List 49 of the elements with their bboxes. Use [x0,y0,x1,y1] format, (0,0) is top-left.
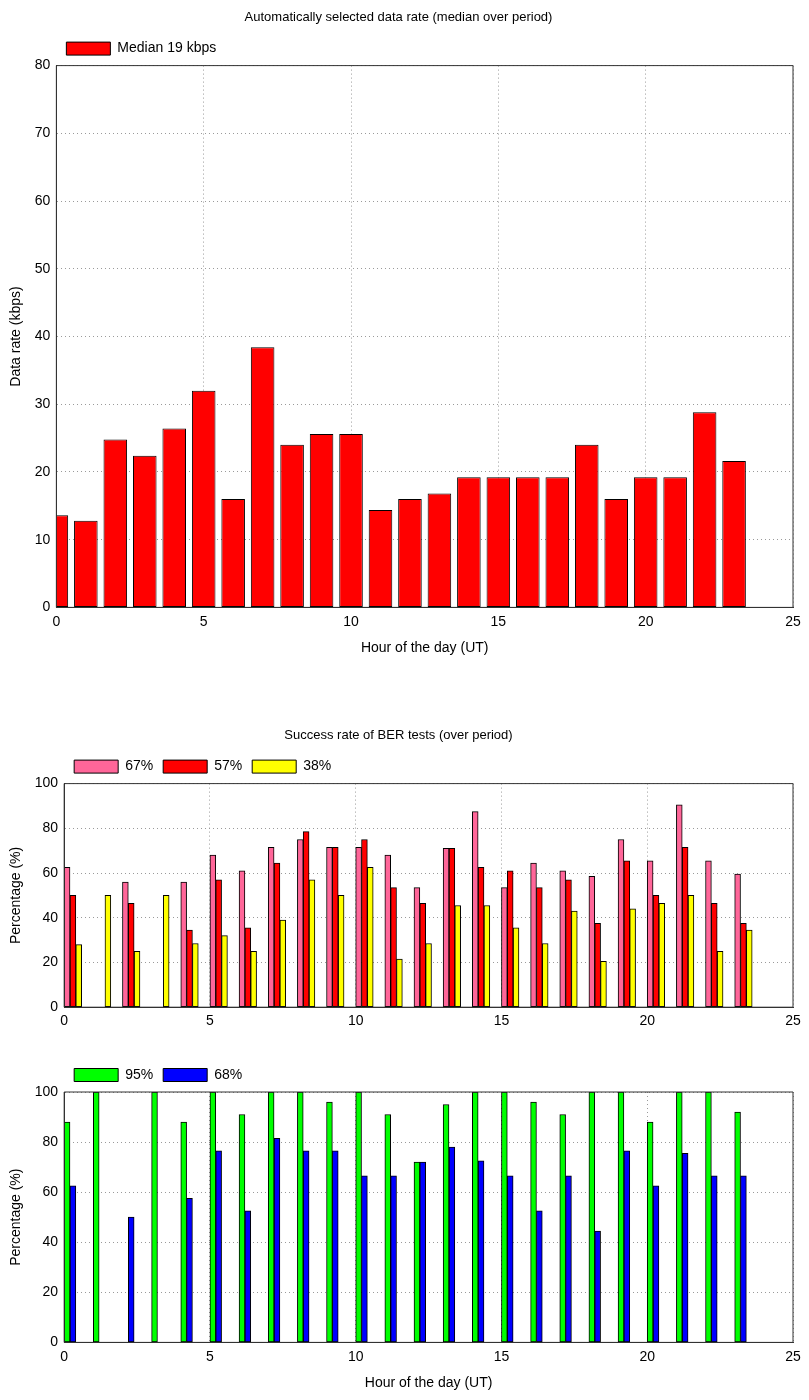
y-tick-label: 100 [34,1082,59,1099]
y-tick-label: 40 [42,908,59,925]
y-tick-label: 80 [42,1132,59,1149]
y-tick-label: 20 [42,953,59,970]
y-tick-label: 80 [42,819,59,836]
y-tick-label: 0 [42,598,51,615]
x-tick-label: 5 [199,612,208,629]
x-tick-label: 25 [785,612,801,629]
y-axis-title: Data rate (kbps) [7,286,24,387]
legend-label: Median 19 kbps [117,39,217,56]
y-axis-title: Percentage (%) [7,846,24,945]
chart-title: Automatically selected data rate (median over period) [244,9,553,25]
y-tick-label: 40 [42,1233,59,1250]
legend-label: 67% [125,757,154,774]
y-tick-label: 60 [42,863,59,880]
y-tick-label: 10 [34,530,51,547]
legend-label: 57% [214,757,243,774]
x-tick-label: 10 [347,1347,364,1364]
x-tick-label: 10 [343,612,360,629]
y-tick-label: 40 [34,327,51,344]
x-tick-label: 15 [490,612,507,629]
y-tick-label: 70 [34,124,51,141]
x-tick-label: 15 [493,1347,510,1364]
x-tick-label: 25 [785,1012,801,1029]
y-tick-label: 20 [42,1283,59,1300]
legend-label: 38% [303,757,332,774]
x-axis-title: Hour of the day (UT) [360,639,489,656]
y-tick-label: 80 [34,56,51,73]
y-tick-label: 100 [34,774,59,791]
y-tick-label: 50 [34,259,51,276]
legend-label: 68% [214,1065,243,1082]
y-tick-label: 20 [34,462,51,479]
x-tick-label: 20 [639,1012,656,1029]
x-tick-label: 5 [206,1012,215,1029]
y-axis-title: Percentage (%) [7,1168,24,1266]
y-tick-label: 30 [34,395,51,412]
y-tick-label: 60 [42,1183,59,1200]
x-tick-label: 20 [639,1347,656,1364]
x-axis-title: Hour of the day (UT) [364,1374,493,1391]
x-tick-label: 20 [637,612,654,629]
y-tick-label: 60 [34,191,51,208]
x-tick-label: 25 [785,1347,801,1364]
x-tick-label: 5 [206,1347,215,1364]
y-tick-label: 0 [50,998,59,1015]
chart-title: Success rate of BER tests (over period) [284,727,513,743]
y-tick-label: 0 [50,1333,59,1350]
x-tick-label: 15 [493,1012,510,1029]
x-tick-label: 10 [347,1012,364,1029]
legend-label: 95% [125,1065,154,1082]
